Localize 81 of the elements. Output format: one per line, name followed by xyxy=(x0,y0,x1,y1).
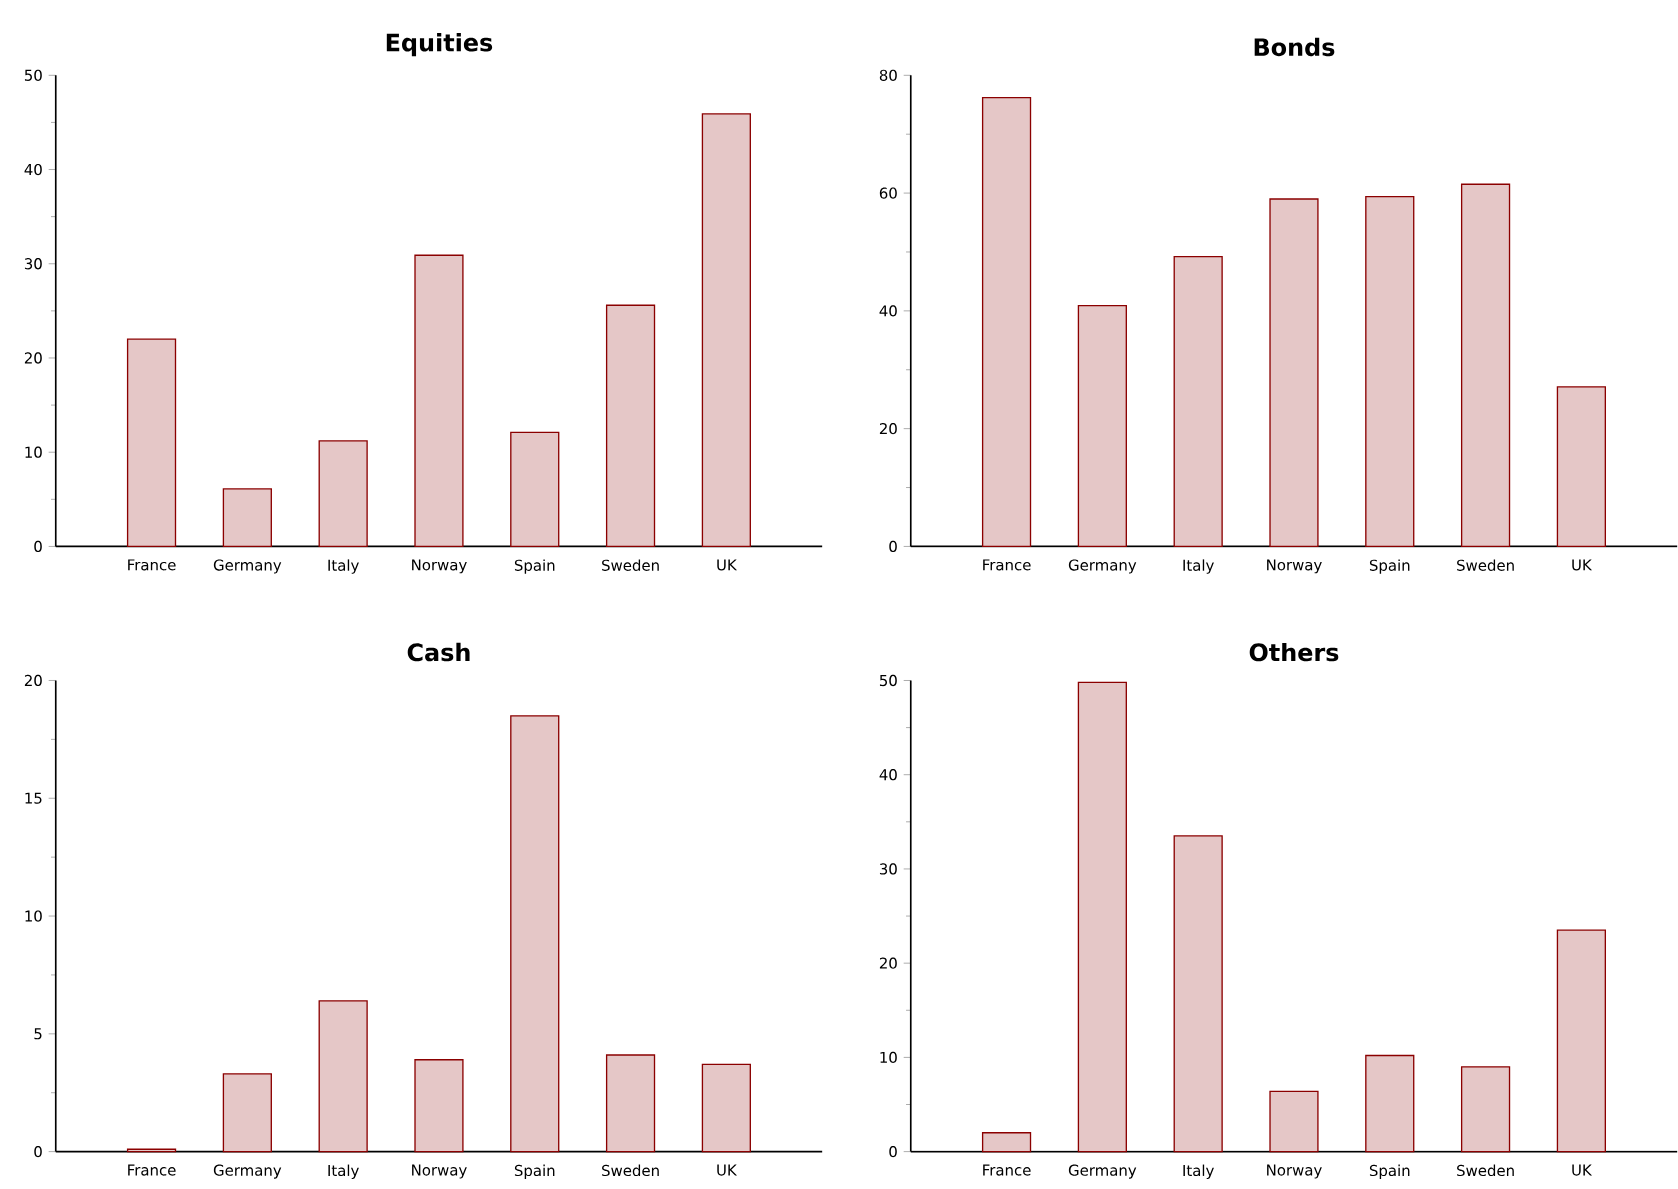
x-tick-label: Sweden xyxy=(602,559,659,571)
x-tick-label: Spain xyxy=(514,559,555,574)
y-tick-label: 50 xyxy=(879,674,897,686)
bar xyxy=(1269,198,1319,547)
y-tick-label: 0 xyxy=(34,540,42,552)
y-tick-label: 0 xyxy=(889,540,897,552)
y-tick-label: 10 xyxy=(25,910,42,922)
x-tick-label: UK xyxy=(1572,1164,1593,1176)
y-tick-label: 20 xyxy=(879,422,897,435)
x-tick-label: Italy xyxy=(1183,559,1214,574)
bar xyxy=(701,1063,751,1153)
bar xyxy=(1077,681,1127,1153)
bar xyxy=(510,431,560,547)
x-tick-label: UK xyxy=(1572,559,1593,571)
chart-title: Others xyxy=(1249,642,1339,662)
x-tick-label: Italy xyxy=(328,559,359,574)
bar xyxy=(605,1054,656,1153)
chart-title: Equities xyxy=(386,32,493,56)
chart-title: Bonds xyxy=(1254,37,1335,56)
x-tick-label: Spain xyxy=(514,1164,555,1179)
bar xyxy=(318,999,368,1153)
bar xyxy=(1460,1065,1511,1153)
x-tick-label: France xyxy=(128,1164,176,1176)
y-tick-label: 30 xyxy=(24,257,42,270)
bar xyxy=(605,304,656,547)
y-tick-label: 40 xyxy=(24,163,42,175)
bar xyxy=(1460,183,1511,547)
x-tick-label: Sweden xyxy=(1457,559,1514,571)
bar xyxy=(318,440,368,547)
x-tick-label: France xyxy=(983,559,1031,571)
bar xyxy=(1365,195,1415,547)
y-tick-label: 30 xyxy=(879,863,897,875)
x-tick-label: Italy xyxy=(1183,1164,1214,1179)
bar xyxy=(510,714,560,1153)
bar xyxy=(222,488,272,547)
y-tick-label: 80 xyxy=(879,69,897,81)
bar xyxy=(1173,255,1223,547)
x-tick-label: Germany xyxy=(213,1164,282,1179)
y-tick-label: 40 xyxy=(879,305,897,317)
y-tick-label: 0 xyxy=(34,1145,42,1158)
bar xyxy=(1556,929,1607,1153)
y-tick-label: 15 xyxy=(25,792,42,804)
y-tick-label: 20 xyxy=(879,957,897,969)
x-tick-label: Norway xyxy=(1267,559,1322,574)
bar xyxy=(414,254,464,547)
x-tick-label: Sweden xyxy=(1457,1164,1514,1176)
chart-title: Cash xyxy=(407,642,470,662)
x-tick-label: Italy xyxy=(328,1164,359,1179)
x-tick-label: Norway xyxy=(412,1164,467,1179)
bar xyxy=(1173,835,1223,1153)
bar xyxy=(981,96,1032,547)
y-tick-label: 50 xyxy=(24,69,42,81)
x-tick-label: Spain xyxy=(1369,559,1410,574)
x-tick-label: Germany xyxy=(213,559,282,574)
bar xyxy=(1365,1054,1415,1153)
x-tick-label: UK xyxy=(717,1164,738,1176)
bar xyxy=(222,1072,272,1153)
y-tick-label: 0 xyxy=(889,1145,897,1158)
x-tick-label: UK xyxy=(717,559,738,571)
y-tick-label: 60 xyxy=(879,187,897,199)
bar xyxy=(1269,1090,1319,1153)
x-tick-label: Germany xyxy=(1068,1164,1137,1179)
y-tick-label: 10 xyxy=(880,1051,897,1063)
bar xyxy=(981,1131,1032,1153)
y-tick-label: 5 xyxy=(34,1028,42,1040)
x-tick-label: France xyxy=(128,559,176,571)
x-tick-label: Norway xyxy=(1267,1164,1322,1179)
x-tick-label: Sweden xyxy=(602,1164,659,1176)
y-tick-label: 20 xyxy=(24,352,42,364)
bar xyxy=(701,113,751,547)
x-tick-label: France xyxy=(983,1164,1031,1176)
bar xyxy=(1556,385,1607,547)
x-tick-label: Norway xyxy=(412,559,467,574)
bar xyxy=(1077,304,1127,547)
bar xyxy=(126,338,177,547)
bar xyxy=(414,1058,464,1153)
y-tick-label: 40 xyxy=(879,768,897,781)
x-tick-label: Germany xyxy=(1068,559,1137,574)
y-tick-label: 10 xyxy=(25,446,42,458)
y-tick-label: 20 xyxy=(24,674,42,686)
x-tick-label: Spain xyxy=(1369,1164,1410,1179)
